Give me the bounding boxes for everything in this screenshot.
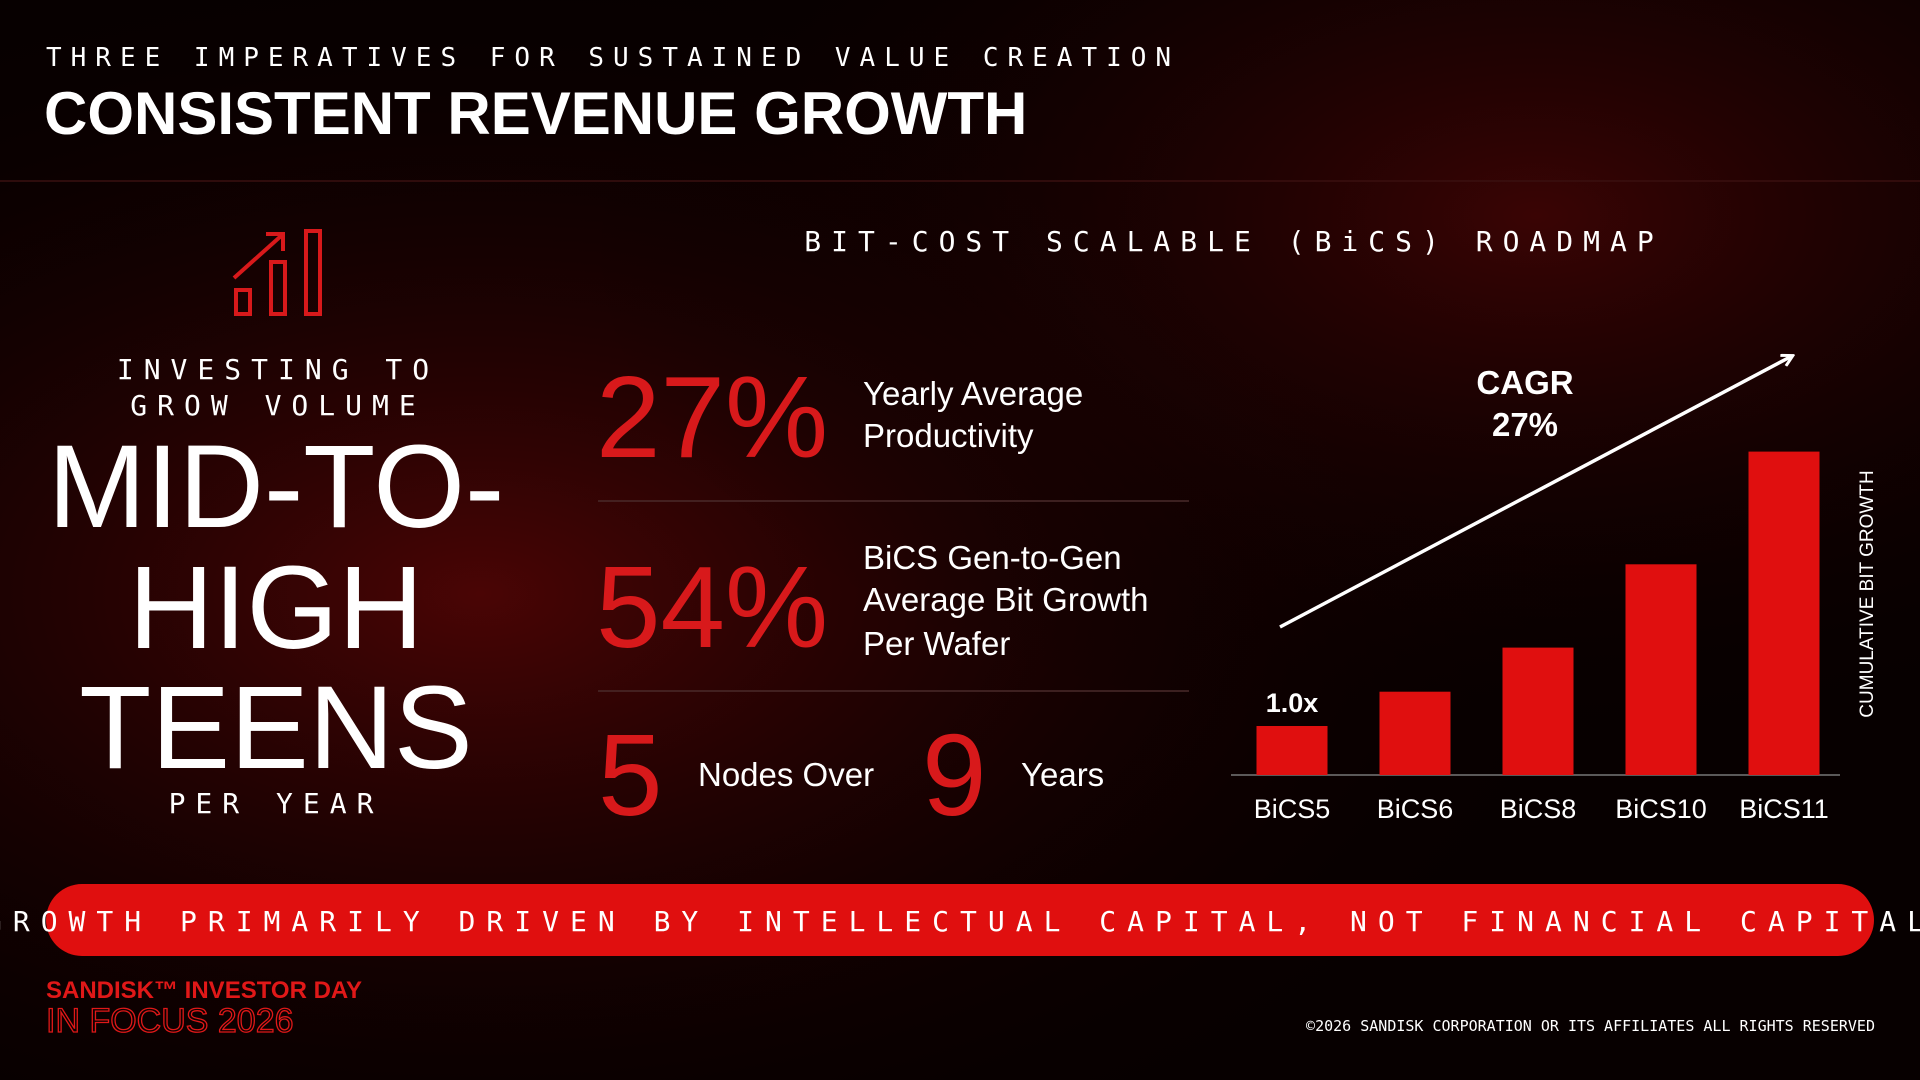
headline: HIGH	[129, 542, 424, 674]
trend-arrow	[1279, 356, 1792, 629]
stat-label: Average Bit Growth	[863, 581, 1149, 618]
stat-value: 27%	[596, 352, 828, 482]
roadmap-title: BIT-COST SCALABLE (BiCS) ROADMAP	[804, 225, 1663, 258]
bar-chart: CAGR 27% CUMULATIVE BIT GROWTH BiCS5 1.0x…	[1231, 356, 1878, 824]
stat-label: Nodes Over	[698, 756, 874, 793]
headline: MID-TO-	[48, 421, 505, 553]
bar	[1256, 726, 1328, 775]
x-tick-label: BiCS10	[1615, 794, 1707, 824]
stat-value: 54%	[596, 542, 828, 672]
logo: IN FOCUS 2026	[46, 1002, 294, 1040]
logo: SANDISK™ INVESTOR DAY	[46, 977, 362, 1004]
annotation: 27%	[1492, 406, 1558, 443]
annotation: CAGR	[1476, 364, 1573, 401]
copyright: ©2026 SANDISK CORPORATION OR ITS AFFILIA…	[1306, 1017, 1875, 1035]
label: INVESTING TO	[117, 353, 439, 386]
stat-label: Years	[1021, 756, 1104, 793]
label: GROW VOLUME	[130, 389, 425, 422]
title: CONSISTENT REVENUE GROWTH	[44, 80, 1027, 147]
growth-icon	[232, 229, 322, 316]
headline: TEENS	[79, 662, 472, 794]
kicker: THREE IMPERATIVES FOR SUSTAINED VALUE CR…	[46, 43, 1180, 73]
banner-text: GROWTH PRIMARILY DRIVEN BY INTELLECTUAL …	[0, 905, 1920, 938]
stat-label: BiCS Gen-to-Gen	[863, 539, 1122, 576]
x-tick-label: BiCS6	[1377, 794, 1454, 824]
bar	[1625, 564, 1697, 775]
stat-value: 9	[922, 710, 987, 840]
data-label: 1.0x	[1266, 688, 1319, 718]
x-tick-label: BiCS11	[1739, 794, 1829, 824]
x-tick-label: BiCS5	[1254, 794, 1331, 824]
sublabel: PER YEAR	[169, 787, 384, 820]
y-axis-label: CUMULATIVE BIT GROWTH	[1857, 470, 1878, 717]
bar	[1748, 451, 1820, 775]
banner	[46, 884, 1874, 956]
x-tick-label: BiCS8	[1500, 794, 1577, 824]
stat-label: Per Wafer	[863, 625, 1010, 662]
left-column: INVESTING TO GROW VOLUME MID-TO- HIGH TE…	[48, 353, 505, 820]
stat-label: Productivity	[863, 417, 1034, 454]
stat-value: 5	[598, 710, 663, 840]
bar	[1502, 647, 1574, 775]
stat-label: Yearly Average	[863, 375, 1083, 412]
bar	[1379, 691, 1451, 775]
